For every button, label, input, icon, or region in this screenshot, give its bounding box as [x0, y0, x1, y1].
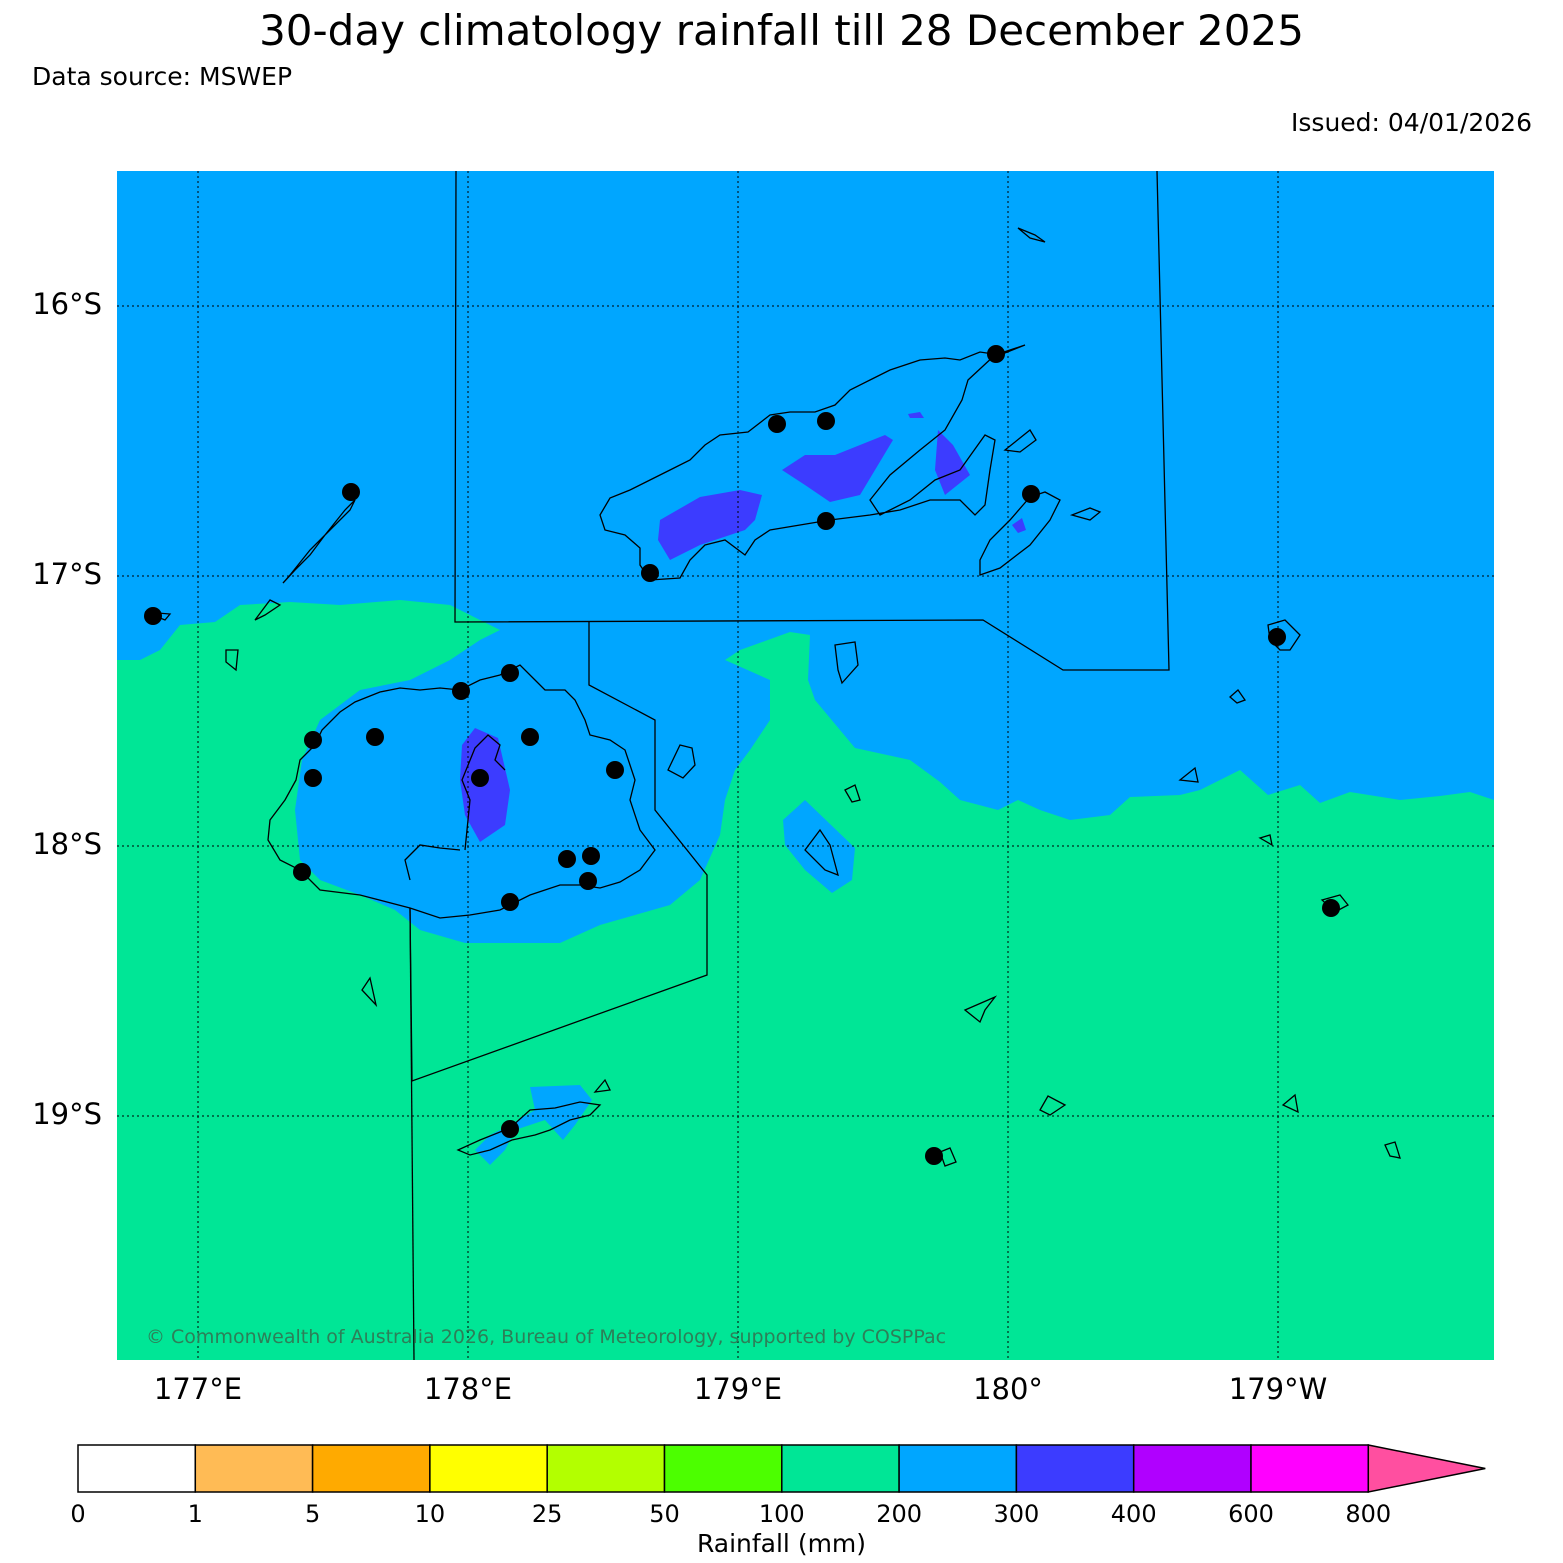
region-300-400-1 [658, 490, 762, 560]
coast-islet-17 [1069, 507, 1102, 521]
gridlines [117, 171, 1494, 1360]
colorbar-swatch [429, 1444, 548, 1493]
station-dot [925, 1147, 943, 1165]
coast-islet-2 [225, 649, 239, 672]
coast-islet-6 [963, 995, 998, 1024]
station-dot [471, 769, 489, 787]
station-dot [304, 731, 322, 749]
colorbar-tick-label: 300 [993, 1500, 1040, 1528]
colorbar [77, 1444, 1486, 1493]
coast-islet-9 [1178, 766, 1199, 783]
station-dot [1022, 485, 1040, 503]
lon-label-177e: 177°E [153, 1372, 243, 1406]
colorbar-swatch [546, 1444, 666, 1493]
station-dot [641, 564, 659, 582]
colorbar-swatch [1132, 1444, 1252, 1493]
station-dot [501, 664, 519, 682]
division-boundaries [409, 170, 1170, 1361]
station-dot [817, 412, 835, 430]
colorbar-swatch [1015, 1444, 1135, 1493]
colorbar-tick-label: 0 [70, 1500, 86, 1528]
coast-islet-18 [939, 1147, 957, 1167]
colorbar-tick-label: 1 [187, 1500, 203, 1528]
coast-interior-1 [461, 734, 506, 851]
colorbar-tick-label: 5 [304, 1500, 321, 1528]
station-dot [558, 850, 576, 868]
station-dot [304, 769, 322, 787]
station-dot [366, 728, 384, 746]
lat-label-19s: 19°S [32, 1097, 102, 1131]
colorbar-tick-label: 600 [1228, 1500, 1274, 1528]
colorbar-tick-label: 200 [876, 1500, 922, 1528]
coast-islet-16 [1003, 429, 1037, 453]
coast-interior-2 [404, 844, 461, 881]
coast-kadavu [456, 1101, 602, 1156]
station-dot [342, 483, 360, 501]
station-dot [293, 863, 311, 881]
coast-islet-13 [1384, 1141, 1401, 1159]
region-200-300-south [475, 1085, 592, 1165]
lon-label-178e: 178°E [423, 1372, 513, 1406]
lon-label-179w: 179°W [1228, 1372, 1328, 1406]
coast-koro [834, 641, 859, 685]
station-dot [579, 872, 597, 890]
coast-islet-15 [1017, 227, 1046, 243]
colorbar-tick-label: 100 [758, 1500, 805, 1528]
map-title: 30-day climatology rainfall till 28 Dece… [259, 6, 1304, 55]
lat-label-17s: 17°S [32, 557, 102, 591]
station-dot [521, 728, 539, 746]
station-markers [144, 345, 1340, 1165]
colorbar-swatch [311, 1444, 431, 1493]
station-dot [582, 847, 600, 865]
colorbar-tick-label: 400 [1110, 1500, 1157, 1528]
lat-label-16s: 16°S [32, 287, 102, 321]
coast-islet-12 [1281, 1093, 1299, 1114]
coast-islet-5 [361, 976, 378, 1008]
data-source-label: Data source: MSWEP [32, 62, 293, 91]
region-300-400-2 [782, 435, 893, 502]
coast-islet-1 [254, 599, 282, 621]
coast-islet-7 [593, 1078, 611, 1093]
coast-islet-10 [1229, 689, 1247, 704]
station-dot [817, 512, 835, 530]
lat-label-18s: 18°S [32, 827, 102, 861]
colorbar-tick-label: 800 [1345, 1500, 1392, 1528]
region-300-400-5 [1012, 518, 1026, 533]
station-dot [1268, 628, 1286, 646]
lon-label-180: 180° [973, 1372, 1043, 1406]
station-dot [987, 345, 1005, 363]
colorbar-swatch [898, 1444, 1018, 1493]
colorbar-tick-label: 25 [531, 1500, 563, 1528]
colorbar-swatch [663, 1444, 783, 1493]
region-200-300-north [117, 171, 1494, 943]
colorbar-swatch [1250, 1444, 1370, 1493]
coast-islet-14 [1258, 834, 1273, 847]
colorbar-swatch [77, 1444, 197, 1493]
coast-islet-4 [844, 784, 861, 803]
station-dot [606, 761, 624, 779]
colorbar-extend-arrow [1367, 1444, 1486, 1493]
coast-ovalau [667, 744, 696, 779]
coast-gau [804, 828, 839, 877]
issued-date-label: Issued: 04/01/2026 [1291, 108, 1532, 137]
station-dot [1322, 899, 1340, 917]
station-dot [501, 893, 519, 911]
station-dot [768, 415, 786, 433]
lon-label-179e: 179°E [693, 1372, 783, 1406]
station-dot [144, 607, 162, 625]
colorbar-swatch [781, 1444, 900, 1493]
colorbar-title: Rainfall (mm) [696, 1529, 867, 1558]
station-dot [452, 682, 470, 700]
coast-vanua-levu [599, 344, 1026, 581]
station-dot [501, 1120, 519, 1138]
colorbar-swatch [194, 1444, 314, 1493]
copyright-notice: © Commonwealth of Australia 2026, Bureau… [146, 1326, 947, 1348]
coast-taveuni [979, 491, 1061, 576]
region-300-400-3 [935, 430, 970, 495]
coast-islet-8 [1039, 1095, 1067, 1116]
region-300-400-4 [908, 412, 924, 418]
colorbar-tick-label: 10 [414, 1500, 446, 1528]
colorbar-tick-label: 50 [649, 1500, 680, 1528]
